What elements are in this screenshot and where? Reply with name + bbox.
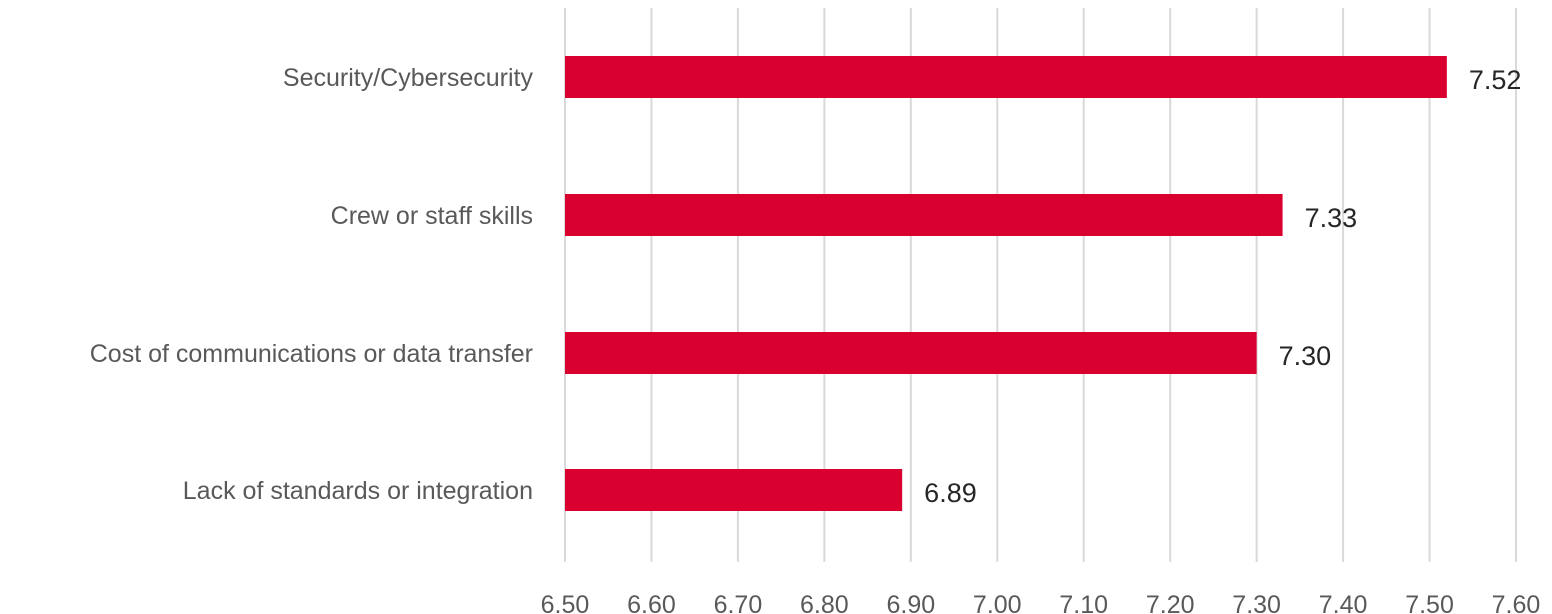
bars <box>565 56 1447 511</box>
x-tick-label-6.60: 6.60 <box>627 591 676 614</box>
category-labels: Security/Cybersecurity Crew or staff skil… <box>90 64 534 505</box>
x-tick-label-7.20: 7.20 <box>1146 591 1195 614</box>
category-label-4: Lack of standards or integration <box>183 477 533 505</box>
x-tick-label-7.40: 7.40 <box>1319 591 1368 614</box>
x-tick-label-6.90: 6.90 <box>886 591 935 614</box>
x-tick-label-6.50: 6.50 <box>541 591 590 614</box>
x-tick-label-7.10: 7.10 <box>1059 591 1108 614</box>
x-tick-label-6.70: 6.70 <box>714 591 763 614</box>
data-label-1: 7.52 <box>1469 65 1522 95</box>
bar-1 <box>565 56 1447 98</box>
data-label-3: 7.30 <box>1279 341 1332 371</box>
bar-2 <box>565 194 1283 236</box>
x-tick-label-7.60: 7.60 <box>1492 591 1541 614</box>
bar-3 <box>565 332 1257 374</box>
category-label-3: Cost of communications or data transfer <box>90 340 533 368</box>
x-tick-label-6.80: 6.80 <box>800 591 849 614</box>
bar-4 <box>565 469 903 511</box>
data-labels: 7.52 7.33 7.30 6.89 <box>924 65 1521 508</box>
x-tick-label-7.30: 7.30 <box>1232 591 1281 614</box>
grid-lines <box>564 8 1517 562</box>
x-axis-tick-labels: 6.50 6.60 6.70 6.80 6.90 7.00 7.10 7.20 7.30 7.40… <box>541 591 1541 614</box>
category-label-2: Crew or staff skills <box>331 202 533 230</box>
x-tick-label-7.50: 7.50 <box>1405 591 1454 614</box>
data-label-4: 6.89 <box>924 478 977 508</box>
data-label-2: 7.33 <box>1305 203 1358 233</box>
category-label-1: Security/Cybersecurity <box>283 64 534 92</box>
x-tick-label-7.00: 7.00 <box>973 591 1022 614</box>
